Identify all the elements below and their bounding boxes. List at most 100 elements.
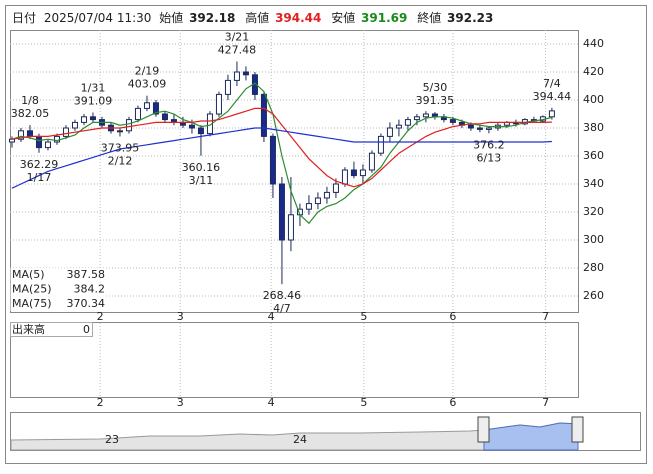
- candle-body: [215, 93, 222, 115]
- candle-body: [89, 116, 96, 121]
- x-tick-label: 3: [177, 396, 184, 409]
- annotation-value: 391.35: [416, 94, 455, 107]
- annotation-value: 376.2: [473, 138, 505, 151]
- candle-body: [233, 71, 240, 81]
- navigator-handle[interactable]: [477, 416, 490, 443]
- candle-body: [485, 127, 492, 130]
- x-tick-label: 2: [97, 310, 104, 323]
- annotation-date: 3/11: [189, 174, 214, 187]
- annotation-date: 4/7: [273, 302, 291, 315]
- candle-body: [368, 152, 375, 171]
- candle-body: [80, 116, 87, 123]
- annotation-value: 403.09: [128, 78, 167, 91]
- candle-body: [287, 214, 294, 241]
- candle-body: [305, 203, 312, 210]
- annotation-value: 362.29: [20, 158, 59, 171]
- x-tick-label: 6: [449, 310, 456, 323]
- high-label: 高値: [245, 10, 269, 25]
- candle-body: [8, 138, 15, 143]
- x-tick-label: 4: [268, 310, 275, 323]
- candle-body: [116, 130, 123, 133]
- open: 392.18: [189, 11, 235, 25]
- legend-value: 370.34: [67, 297, 106, 310]
- candle-body: [404, 119, 411, 126]
- candle-body: [449, 119, 456, 123]
- candle-body: [359, 169, 366, 177]
- ma-line: [11, 82, 553, 225]
- candle-body: [548, 110, 555, 118]
- annotation-date: 1/31: [81, 81, 106, 94]
- candle-body: [350, 169, 357, 177]
- candle-body: [17, 130, 24, 140]
- volume-label: 出来高: [12, 322, 45, 336]
- ma-line: [11, 127, 552, 189]
- low-label: 安値: [331, 10, 355, 25]
- annotation-value: 391.09: [74, 94, 113, 107]
- y-tick-label: 300: [583, 233, 604, 246]
- annotation-value: 373.95: [101, 141, 140, 154]
- annotation-date: 7/4: [543, 77, 561, 90]
- navigator-handle[interactable]: [571, 416, 584, 443]
- x-tick-label: 6: [449, 396, 456, 409]
- annotation-date: 3/21: [225, 31, 250, 44]
- candle-body: [134, 107, 141, 121]
- navigator-label: 23: [105, 433, 119, 446]
- navigator-selection: [483, 422, 579, 451]
- volume-frame: [10, 322, 579, 398]
- candle-body: [260, 93, 267, 137]
- open-label: 始値: [159, 10, 183, 25]
- annotation-date: 1/8: [21, 94, 39, 107]
- annotation-value: 394.44: [533, 90, 572, 103]
- x-tick-label: 2: [97, 396, 104, 409]
- date-label: 日付: [12, 11, 36, 25]
- high: 394.44: [275, 11, 321, 25]
- ma-line: [11, 107, 552, 188]
- x-tick-label: 5: [360, 396, 367, 409]
- candle-body: [242, 71, 249, 76]
- annotation-date: 2/12: [108, 154, 133, 167]
- candle-body: [197, 127, 204, 135]
- low: 391.69: [361, 11, 407, 25]
- legend-value: 387.58: [67, 268, 106, 281]
- legend-name: MA(75): [12, 297, 52, 310]
- plot-frame: [10, 30, 579, 313]
- candle-body: [26, 130, 33, 137]
- annotation-date: 2/19: [135, 65, 160, 78]
- candle-body: [143, 102, 150, 109]
- candle-body: [125, 119, 132, 132]
- candle-body: [413, 116, 420, 121]
- annotation-value: 268.46: [263, 289, 302, 302]
- volume-tick: 0: [83, 323, 90, 336]
- candle-body: [377, 135, 384, 154]
- date: 2025/07/04 11:30: [44, 11, 152, 25]
- annotation-date: 5/30: [423, 81, 448, 94]
- y-tick-label: 260: [583, 289, 604, 302]
- candle-body: [224, 79, 231, 95]
- candle-body: [422, 113, 429, 118]
- close: 392.23: [447, 11, 493, 25]
- candle-body: [161, 113, 168, 121]
- navigator-label: 24: [293, 433, 307, 446]
- candle-body: [476, 127, 483, 130]
- y-tick-label: 320: [583, 205, 604, 218]
- annotation-value: 360.16: [182, 161, 221, 174]
- x-tick-label: 7: [542, 396, 549, 409]
- candle-body: [314, 197, 321, 205]
- candle-body: [35, 135, 42, 149]
- volume-label-box: [10, 322, 93, 337]
- y-tick-label: 360: [583, 149, 604, 162]
- x-tick-label: 5: [360, 310, 367, 323]
- legend-value: 384.2: [74, 283, 106, 296]
- legend-box: [10, 282, 107, 297]
- candle-body: [386, 127, 393, 137]
- annotation-value: 382.05: [11, 107, 50, 120]
- y-tick-label: 380: [583, 121, 604, 134]
- candle-body: [188, 124, 195, 129]
- y-tick-label: 280: [583, 261, 604, 274]
- x-tick-label: 7: [542, 310, 549, 323]
- y-tick-label: 420: [583, 65, 604, 78]
- candle-body: [44, 141, 51, 149]
- candle-body: [152, 102, 159, 115]
- annotation-date: 1/17: [27, 171, 52, 184]
